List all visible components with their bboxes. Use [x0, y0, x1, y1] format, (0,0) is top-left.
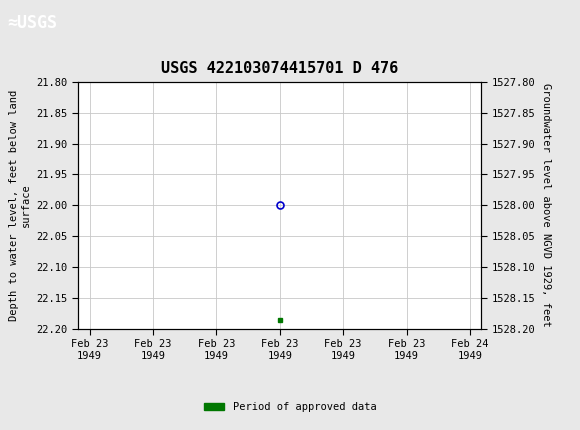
Y-axis label: Depth to water level, feet below land
surface: Depth to water level, feet below land su… [9, 90, 31, 321]
Legend: Period of approved data: Period of approved data [200, 398, 380, 416]
Y-axis label: Groundwater level above NGVD 1929, feet: Groundwater level above NGVD 1929, feet [541, 83, 551, 327]
Title: USGS 422103074415701 D 476: USGS 422103074415701 D 476 [161, 61, 398, 77]
Text: ≈USGS: ≈USGS [7, 14, 57, 32]
